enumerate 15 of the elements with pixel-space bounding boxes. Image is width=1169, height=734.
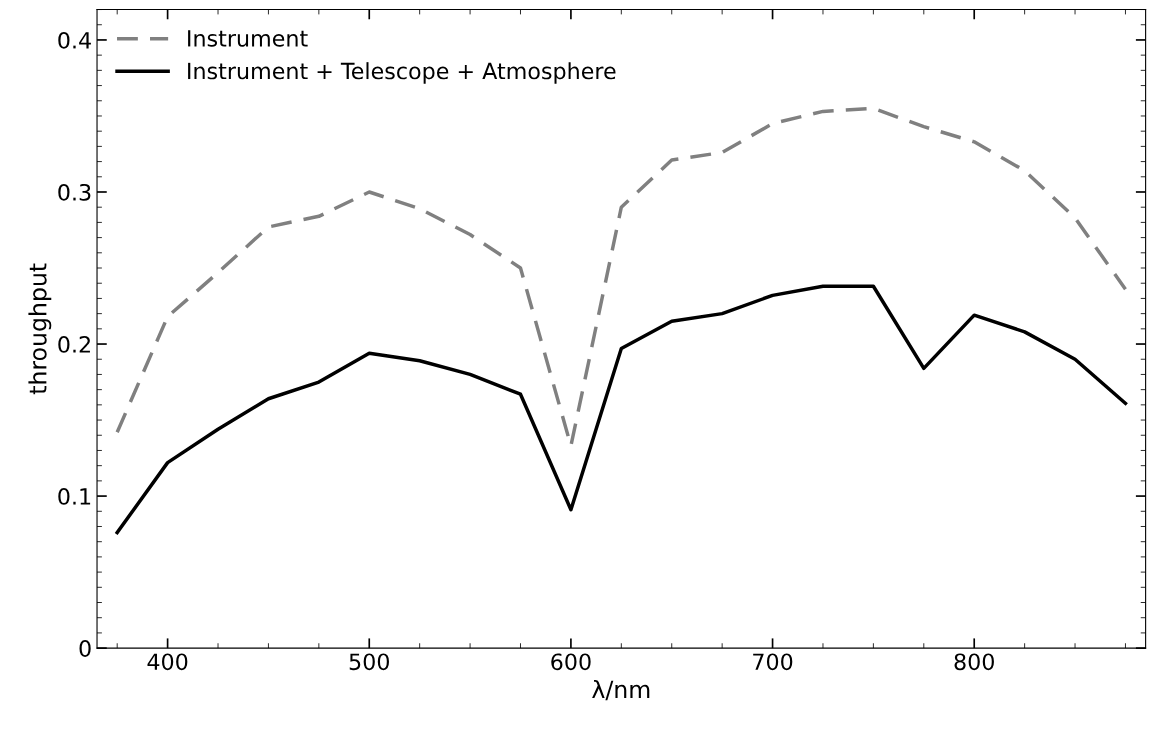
y-tick-label: 0.4 [58,31,91,49]
legend-label: Instrument [188,30,308,47]
y-tick-label: 0.2 [58,335,90,353]
line-series [115,284,1128,535]
x-tick-label: 600 [551,653,591,671]
x-tick-label: 400 [147,653,188,671]
y-tick-label: 0.1 [58,488,91,505]
x-axis-title: λ/nm [592,680,650,701]
y-tick-label: 0 [79,640,91,657]
x-tick-label: 700 [753,653,793,671]
x-tick-label: 800 [954,653,994,671]
legend-label: Instrument + Telescope + Atmosphere [188,62,616,84]
y-axis-title: throughput [28,263,52,395]
y-tick-label: 0.3 [58,183,91,201]
x-tick-label: 500 [349,653,389,671]
